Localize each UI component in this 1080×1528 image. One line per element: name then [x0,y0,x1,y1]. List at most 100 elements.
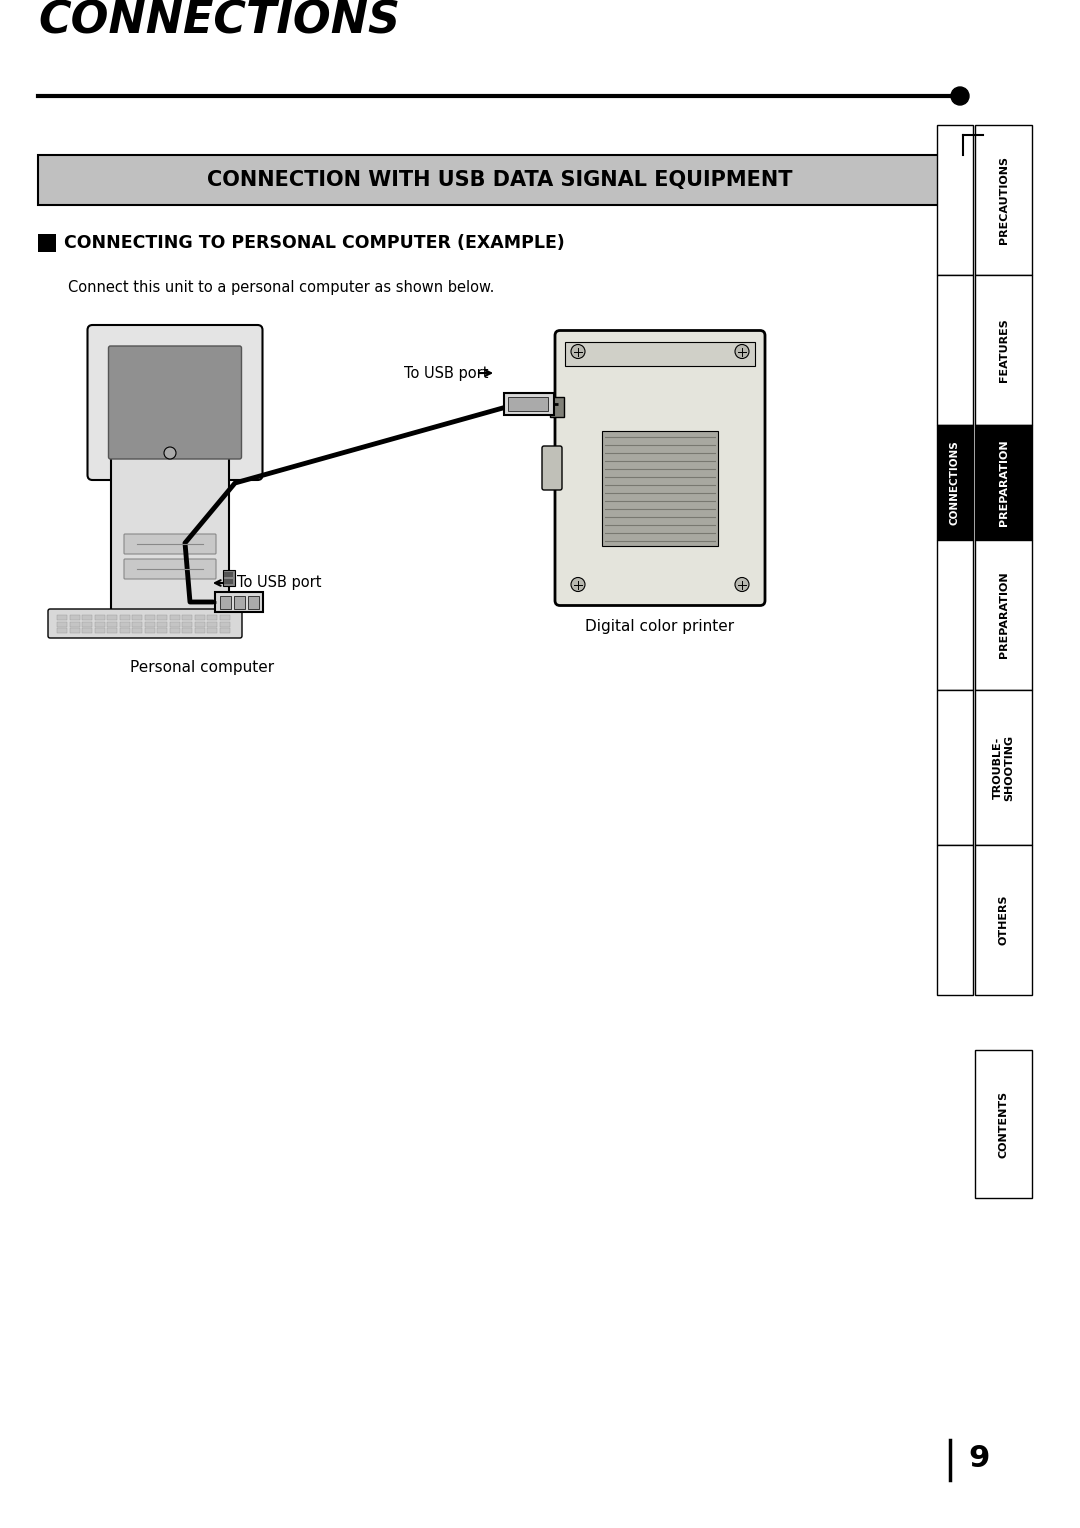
Bar [975,425,1032,539]
Bar [145,628,154,633]
Bar [157,614,167,620]
Bar [82,628,92,633]
Bar [215,591,264,613]
Bar [937,125,973,275]
Text: PREPARATION: PREPARATION [999,571,1009,659]
Text: 9: 9 [968,1444,989,1473]
FancyBboxPatch shape [108,345,242,458]
Bar [234,596,245,610]
Text: OTHERS: OTHERS [999,895,1009,946]
Bar [170,622,179,626]
Circle shape [735,578,750,591]
Text: Connect this unit to a personal computer as shown below.: Connect this unit to a personal computer… [68,280,495,295]
Bar [132,622,141,626]
Circle shape [571,344,585,359]
Text: To USB port: To USB port [237,576,322,590]
Bar [602,431,718,545]
Bar [975,845,1032,995]
Bar [38,234,56,252]
Text: FEATURES: FEATURES [999,318,1009,382]
Circle shape [735,344,750,359]
Bar [95,628,105,633]
Bar [159,474,191,500]
Bar [975,691,1032,845]
Bar [69,622,80,626]
Bar [508,397,548,411]
Bar [975,539,1032,691]
Bar [219,622,229,626]
Bar [170,628,179,633]
Bar [95,614,105,620]
Bar [220,596,231,610]
Bar [937,691,973,845]
Bar [550,397,564,417]
Bar [157,628,167,633]
Text: Digital color printer: Digital color printer [585,619,734,634]
Bar [120,628,130,633]
Bar [222,570,235,587]
Bar [937,425,973,539]
Bar [95,622,105,626]
Bar [219,628,229,633]
Bar [38,154,963,205]
Bar [975,1050,1032,1198]
Text: CONNECTIONS: CONNECTIONS [950,440,960,526]
Bar [219,614,229,620]
Bar [145,622,154,626]
Bar [183,622,192,626]
FancyBboxPatch shape [124,533,216,555]
Bar [937,275,973,425]
Bar [120,622,130,626]
Circle shape [164,448,176,458]
Bar [207,622,217,626]
Bar [145,614,154,620]
Text: CONTENTS: CONTENTS [999,1091,1009,1158]
Text: CONNECTION WITH USB DATA SIGNAL EQUIPMENT: CONNECTION WITH USB DATA SIGNAL EQUIPMEN… [207,170,793,189]
Bar [132,628,141,633]
Circle shape [571,578,585,591]
Text: CONNECTIONS: CONNECTIONS [38,0,400,43]
Bar [207,628,217,633]
FancyBboxPatch shape [555,330,765,605]
Text: PRECAUTIONS: PRECAUTIONS [999,156,1009,244]
Text: TROUBLE-
SHOOTING: TROUBLE- SHOOTING [993,735,1014,801]
Bar [57,622,67,626]
FancyBboxPatch shape [48,610,242,639]
Bar [57,628,67,633]
Bar [248,596,259,610]
Bar [183,628,192,633]
Bar [120,614,130,620]
Text: To USB port: To USB port [404,365,488,380]
Bar [69,628,80,633]
Circle shape [951,87,969,105]
Bar [937,845,973,995]
Bar [107,628,117,633]
Bar [132,614,141,620]
Bar [194,614,204,620]
Text: PREPARATION: PREPARATION [999,439,1009,526]
Bar [224,571,233,578]
Bar [107,622,117,626]
Bar [107,614,117,620]
Text: CONNECTING TO PERSONAL COMPUTER (EXAMPLE): CONNECTING TO PERSONAL COMPUTER (EXAMPLE… [64,234,565,252]
Bar [565,341,755,365]
Bar [82,614,92,620]
FancyBboxPatch shape [87,325,262,480]
Bar [207,614,217,620]
FancyBboxPatch shape [111,429,229,613]
Bar [937,539,973,691]
Bar [504,393,554,416]
Bar [194,628,204,633]
Bar [170,614,179,620]
Bar [194,622,204,626]
Bar [57,614,67,620]
Bar [69,614,80,620]
Bar [975,125,1032,275]
Text: Personal computer: Personal computer [130,660,274,675]
FancyBboxPatch shape [124,559,216,579]
Bar [82,622,92,626]
FancyBboxPatch shape [137,495,213,520]
Bar [183,614,192,620]
Bar [224,579,233,584]
Bar [975,275,1032,425]
